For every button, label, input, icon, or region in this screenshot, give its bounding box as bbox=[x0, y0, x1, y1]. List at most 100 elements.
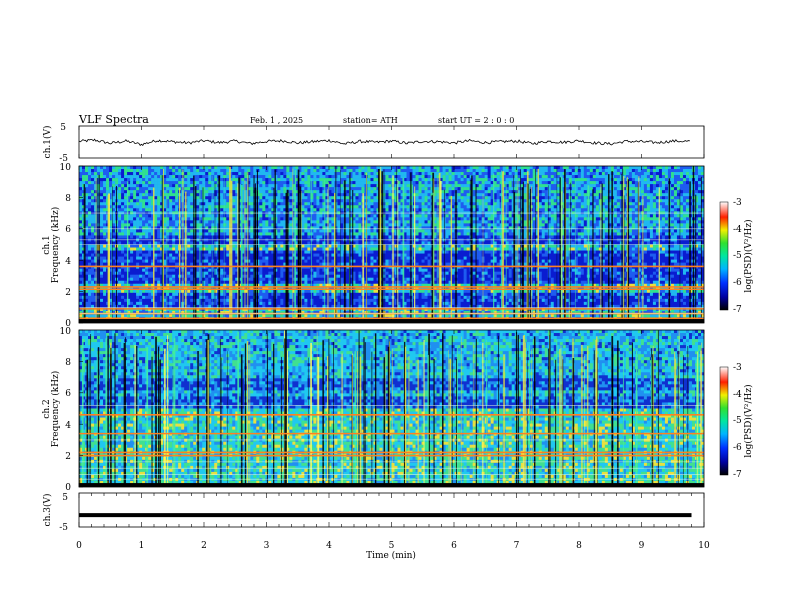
spectrogram-cell bbox=[493, 232, 497, 236]
spectrogram-cell bbox=[610, 169, 615, 173]
spectrogram-cell bbox=[274, 196, 278, 200]
spectrogram-cell bbox=[415, 190, 419, 194]
spectrogram-cell bbox=[550, 235, 555, 239]
spectrogram-cell bbox=[151, 208, 155, 212]
spectrogram-cell bbox=[352, 199, 356, 203]
spectrogram-cell bbox=[112, 172, 116, 176]
spectrogram-cell bbox=[565, 178, 570, 182]
spectrogram-cell bbox=[505, 223, 509, 227]
spectrogram-cell bbox=[124, 229, 128, 233]
spectrogram-cell bbox=[295, 181, 299, 185]
spectrogram-cell bbox=[109, 229, 113, 233]
spectrogram-cell bbox=[280, 184, 284, 188]
spectrogram-cell bbox=[145, 184, 149, 188]
spectrogram-cell bbox=[595, 226, 600, 230]
spectrogram-cell bbox=[601, 175, 606, 179]
spectrogram-cell bbox=[457, 181, 461, 185]
spectrogram-cell bbox=[628, 193, 633, 197]
spectrogram-cell bbox=[139, 232, 143, 236]
spectrogram-cell bbox=[646, 220, 651, 224]
spectrogram-cell bbox=[319, 178, 323, 182]
spectrogram-cell bbox=[601, 232, 606, 236]
spectrogram-cell bbox=[667, 175, 672, 179]
spectrogram-cell bbox=[613, 169, 618, 173]
spectrogram-cell bbox=[679, 196, 684, 200]
spectrogram-cell bbox=[331, 181, 335, 185]
spectrogram-cell bbox=[100, 196, 104, 200]
spectrogram-cell bbox=[388, 223, 392, 227]
spectrogram-cell bbox=[460, 166, 464, 170]
spectrogram-cell bbox=[100, 232, 104, 236]
spectrogram-cell bbox=[85, 181, 89, 185]
spectrogram-cell bbox=[343, 178, 347, 182]
spectrogram-cell bbox=[475, 172, 479, 176]
spectrogram-cell bbox=[328, 202, 332, 206]
spectrogram-cell bbox=[592, 199, 597, 203]
spectrogram-cell bbox=[205, 199, 209, 203]
spectrogram-cell bbox=[259, 214, 263, 218]
spectrogram-cell bbox=[337, 199, 341, 203]
spectrogram-cell bbox=[253, 181, 257, 185]
spectrogram-cell bbox=[310, 235, 314, 239]
spectrogram-cell bbox=[661, 223, 666, 227]
spectrogram-cell bbox=[508, 196, 512, 200]
spectrogram-cell bbox=[151, 184, 155, 188]
spectrogram-cell bbox=[427, 196, 431, 200]
spectrogram-cell bbox=[394, 196, 398, 200]
spectrogram-cell bbox=[370, 223, 374, 227]
spectrogram-cell bbox=[349, 184, 353, 188]
spectrogram-cell bbox=[670, 199, 675, 203]
spectrogram-cell bbox=[166, 193, 170, 197]
spectrogram-cell bbox=[292, 190, 296, 194]
spectrogram-cell bbox=[205, 214, 209, 218]
spectrogram-cell bbox=[685, 178, 690, 182]
spectrogram-cell bbox=[520, 178, 525, 182]
spectrogram-cell bbox=[490, 217, 494, 221]
spectrogram-cell bbox=[538, 217, 543, 221]
spectrogram-cell bbox=[598, 214, 603, 218]
spectrogram-cell bbox=[484, 217, 488, 221]
spectrogram-cell bbox=[100, 190, 104, 194]
spectrogram-cell bbox=[346, 232, 350, 236]
spectrogram-cell bbox=[172, 220, 176, 224]
spectrogram-cell bbox=[199, 166, 203, 170]
spectrogram-cell bbox=[262, 205, 266, 209]
spectrogram-cell bbox=[472, 190, 476, 194]
spectrogram-cell bbox=[133, 175, 137, 179]
spectrogram-cell bbox=[199, 184, 203, 188]
spectrogram-cell bbox=[496, 232, 500, 236]
spectrogram-cell bbox=[370, 208, 374, 212]
spectrogram-cell bbox=[655, 229, 660, 233]
spectrogram-cell bbox=[364, 229, 368, 233]
spectrogram-cell bbox=[310, 187, 314, 191]
spectrogram-cell bbox=[271, 169, 275, 173]
spectrogram-cell bbox=[316, 166, 320, 170]
spectrogram-cell bbox=[310, 190, 314, 194]
spectrogram-cell bbox=[190, 232, 194, 236]
spectrogram-cell bbox=[322, 190, 326, 194]
spectrogram-cell bbox=[571, 184, 576, 188]
spectrogram-cell bbox=[577, 214, 582, 218]
spectrogram-cell bbox=[364, 187, 368, 191]
spectrogram-cell bbox=[331, 226, 335, 230]
spectrogram-cell bbox=[670, 169, 675, 173]
spectrogram-cell bbox=[205, 229, 209, 233]
spectrogram-cell bbox=[496, 172, 500, 176]
spectrogram-cell bbox=[601, 223, 606, 227]
spectrogram-cell bbox=[574, 223, 579, 227]
header-station: station= ATH bbox=[343, 116, 398, 125]
spectrogram-cell bbox=[244, 193, 248, 197]
spectrogram-cell bbox=[124, 235, 128, 239]
spectrogram-cell bbox=[484, 187, 488, 191]
spectrogram-cell bbox=[640, 178, 645, 182]
spectrogram-cell bbox=[685, 232, 690, 236]
spectrogram-cell bbox=[250, 187, 254, 191]
spectrogram-cell bbox=[247, 178, 251, 182]
spectrogram-cell bbox=[100, 229, 104, 233]
spectrogram-cell bbox=[145, 226, 149, 230]
spectrogram-cell bbox=[289, 193, 293, 197]
spectrogram-cell bbox=[394, 214, 398, 218]
spectrogram-cell bbox=[160, 175, 164, 179]
spectrogram-cell bbox=[94, 226, 98, 230]
spectrogram-cell bbox=[220, 178, 224, 182]
